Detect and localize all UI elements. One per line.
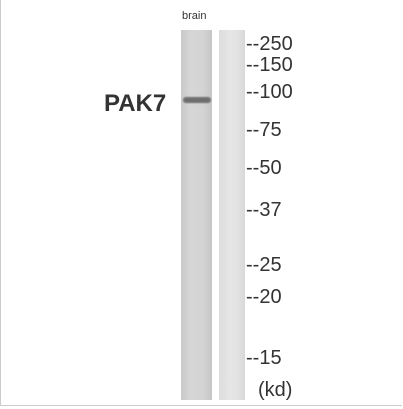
marker-label: --50 — [246, 158, 282, 178]
marker-label: --100 — [246, 82, 293, 102]
protein-label: PAK7 — [104, 90, 166, 118]
marker-label: --75 — [246, 120, 282, 140]
marker-label: --37 — [246, 200, 282, 220]
marker-label: --15 — [246, 348, 282, 368]
marker-label: --150 — [246, 55, 293, 75]
page: brain PAK7 --250--150 --100 --75 --50 --37 --… — [0, 0, 403, 409]
lane — [219, 30, 245, 400]
marker-label: --25 — [246, 255, 282, 275]
marker-label: --250 — [246, 34, 293, 54]
lane — [181, 30, 212, 400]
lane-label: brain — [182, 10, 206, 22]
band — [183, 97, 211, 103]
unit-label: (kd) — [258, 380, 292, 400]
marker-label: --20 — [246, 287, 282, 307]
